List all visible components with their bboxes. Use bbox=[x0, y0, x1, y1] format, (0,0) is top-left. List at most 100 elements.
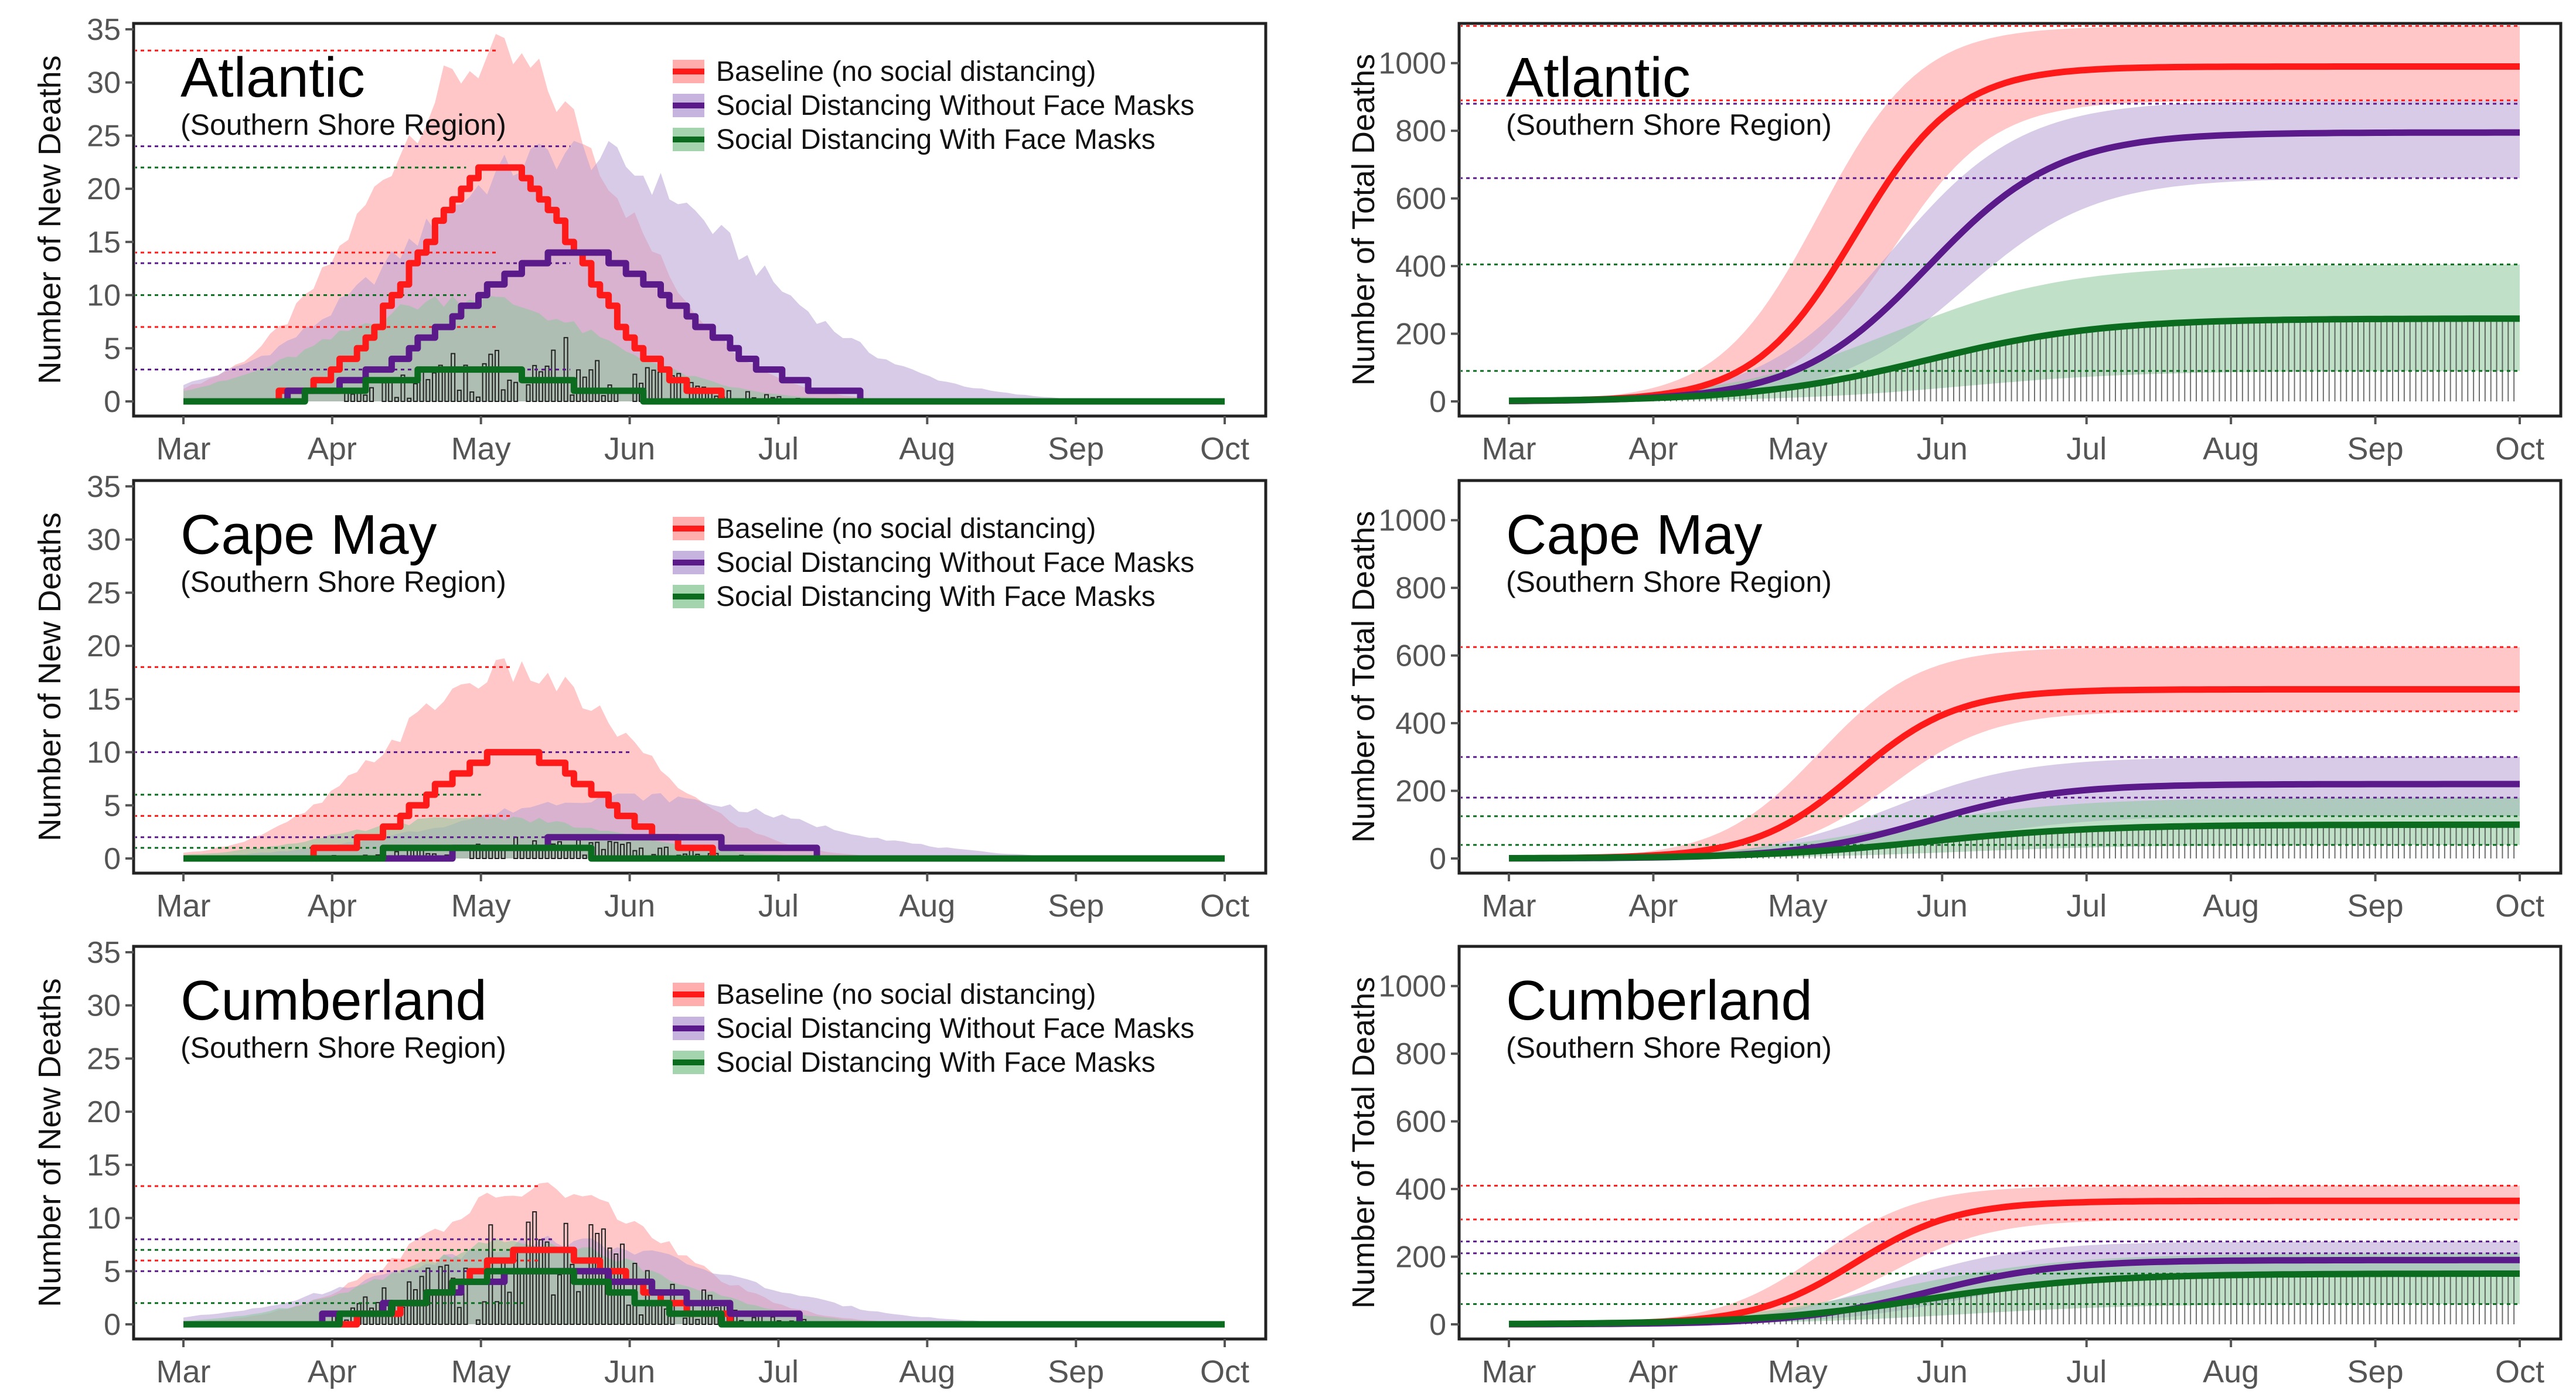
y-tick-label: 1000 bbox=[1378, 47, 1446, 81]
x-tick-label: Jul bbox=[2066, 888, 2107, 924]
observed-bar bbox=[500, 389, 506, 402]
y-tick-label: 20 bbox=[87, 172, 121, 206]
y-tick-label: 35 bbox=[87, 13, 121, 47]
observed-bar bbox=[488, 353, 493, 402]
observed-bar bbox=[595, 360, 600, 403]
observed-bar bbox=[588, 1224, 594, 1325]
y-tick-label: 25 bbox=[87, 119, 121, 153]
y-tick-label: 30 bbox=[87, 989, 121, 1023]
observed-bar bbox=[451, 1277, 456, 1325]
plot-frame bbox=[1457, 945, 2563, 1341]
series-line-1 bbox=[1508, 63, 2520, 404]
legend-label: Social Distancing With Face Masks bbox=[716, 581, 1156, 612]
observed-bar bbox=[551, 1294, 556, 1326]
y-tick-label: 10 bbox=[87, 736, 121, 770]
observed-bar bbox=[495, 1301, 500, 1325]
x-tick-label: Aug bbox=[899, 888, 955, 924]
y-tick-label: 5 bbox=[104, 332, 121, 366]
plot-frame bbox=[132, 945, 1267, 1341]
observed-bar bbox=[513, 381, 519, 402]
panel-subtitle: (Southern Shore Region) bbox=[1506, 1031, 1832, 1064]
y-tick-label: 800 bbox=[1395, 571, 1446, 605]
panel-subtitle: (Southern Shore Region) bbox=[180, 108, 506, 141]
uncertainty-band-3 bbox=[183, 295, 1225, 401]
x-tick-label: Aug bbox=[899, 431, 955, 466]
observed-bar bbox=[601, 395, 606, 403]
x-tick-label: Apr bbox=[308, 431, 357, 466]
panel-cape-may-new: 0 5 10 15 20 25 30 35 Mar Apr May Jun Jul Aug Sep Oct Nu… bbox=[32, 470, 1267, 924]
observed-bar bbox=[526, 384, 531, 402]
x-tick-label: Sep bbox=[1048, 1354, 1104, 1389]
y-tick-label: 200 bbox=[1395, 1241, 1446, 1275]
y-tick-label: 30 bbox=[87, 66, 121, 100]
plot-area bbox=[1461, 25, 2520, 404]
panel-title: Atlantic bbox=[180, 46, 365, 109]
panel-title: Cape May bbox=[180, 503, 437, 566]
series-line-3 bbox=[1508, 1270, 2520, 1327]
x-tick-label: Jul bbox=[758, 1354, 799, 1389]
y-tick-label: 400 bbox=[1395, 707, 1446, 741]
y-tick-label: 30 bbox=[87, 523, 121, 557]
observed-bar bbox=[350, 393, 355, 402]
x-tick-label: May bbox=[451, 431, 511, 466]
x-tick-label: May bbox=[1768, 431, 1828, 466]
legend-label: Baseline (no social distancing) bbox=[716, 513, 1096, 544]
observed-bar bbox=[507, 379, 512, 402]
x-tick-label: Apr bbox=[308, 1354, 357, 1389]
observed-bar bbox=[538, 371, 543, 402]
observed-bar bbox=[551, 843, 556, 860]
x-tick-label: Mar bbox=[156, 1354, 211, 1389]
series-line-3 bbox=[183, 844, 1225, 862]
x-tick-label: Apr bbox=[308, 888, 357, 924]
observed-bar bbox=[645, 1270, 650, 1325]
series-line-3 bbox=[183, 1267, 1225, 1328]
x-tick-label: Jun bbox=[604, 431, 655, 466]
observed-bar bbox=[576, 1291, 581, 1326]
plot-frame bbox=[132, 22, 1267, 418]
legend-label: Social Distancing Without Face Masks bbox=[716, 547, 1194, 578]
observed-bar bbox=[570, 394, 575, 402]
observed-bar bbox=[363, 394, 368, 402]
panel-cumberland-total: 0 200 400 600 800 1000 Mar Apr May Jun Jul Aug Sep Oc… bbox=[1346, 945, 2563, 1389]
observed-bar bbox=[707, 1294, 713, 1325]
observed-bar bbox=[538, 1239, 543, 1326]
panel-title: Cape May bbox=[1506, 503, 1763, 566]
observed-bar bbox=[639, 1314, 644, 1326]
x-tick-label: Apr bbox=[1628, 888, 1678, 924]
x-tick-label: Oct bbox=[2495, 888, 2544, 924]
legend-label: Social Distancing With Face Masks bbox=[716, 124, 1156, 155]
plot-area bbox=[135, 658, 1225, 862]
observed-bar bbox=[438, 364, 443, 402]
observed-bar bbox=[507, 1292, 512, 1325]
observed-bar bbox=[582, 854, 587, 860]
x-tick-label: Mar bbox=[1482, 888, 1536, 924]
y-tick-label: 15 bbox=[87, 1149, 121, 1183]
uncertainty-band-3 bbox=[1509, 798, 2520, 858]
series-line-3 bbox=[1508, 315, 2520, 404]
observed-bar bbox=[413, 1289, 418, 1326]
x-tick-label: Sep bbox=[2347, 1354, 2404, 1389]
observed-bar bbox=[495, 350, 500, 403]
observed-bar bbox=[482, 1301, 487, 1326]
y-tick-label: 600 bbox=[1395, 1105, 1446, 1139]
legend-label: Baseline (no social distancing) bbox=[716, 56, 1096, 87]
x-tick-label: Oct bbox=[1200, 431, 1249, 466]
series-line-3 bbox=[1509, 821, 2520, 861]
x-tick-label: Sep bbox=[1048, 431, 1104, 466]
observed-bar bbox=[701, 1289, 707, 1325]
legend-label: Social Distancing Without Face Masks bbox=[716, 90, 1194, 121]
y-axis-label: Number of New Deaths bbox=[32, 978, 67, 1307]
uncertainty-band-1 bbox=[1509, 647, 2520, 858]
observed-bar bbox=[413, 383, 418, 402]
panel-title: Atlantic bbox=[1506, 46, 1691, 109]
x-tick-label: Sep bbox=[2347, 888, 2404, 924]
plot-frame bbox=[1457, 479, 2563, 875]
observed-bar bbox=[456, 1307, 462, 1325]
observed-bar bbox=[601, 1228, 606, 1326]
x-tick-label: May bbox=[451, 1354, 511, 1389]
y-tick-label: 35 bbox=[87, 936, 121, 970]
plot-area bbox=[135, 34, 1225, 405]
observed-bar bbox=[544, 1241, 550, 1325]
observed-bar bbox=[482, 363, 487, 402]
